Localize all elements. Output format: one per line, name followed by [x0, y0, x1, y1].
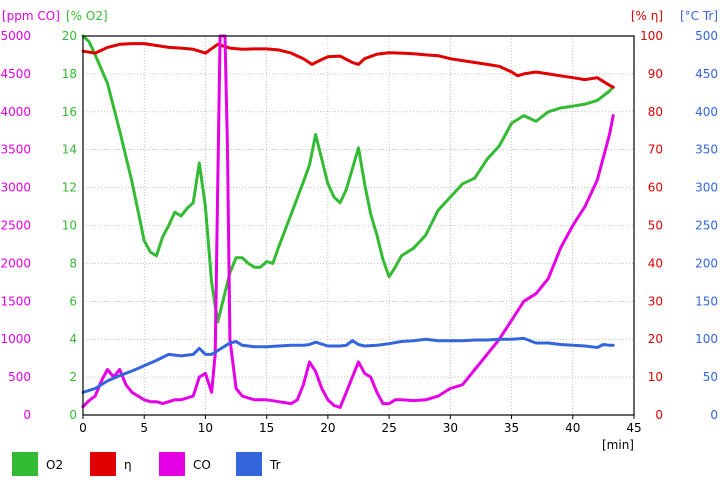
legend-swatch-tr — [236, 452, 262, 476]
y-tick-label-co: 3500 — [0, 143, 31, 157]
series-line-tr — [81, 336, 615, 394]
y-tick-label-co: 4000 — [0, 105, 31, 119]
legend-swatch-co — [159, 452, 185, 476]
y-tick-label-eta: 100 — [640, 29, 663, 43]
y-tick-label-o2: 12 — [62, 181, 77, 195]
grid-lines — [82, 35, 635, 416]
y-tick-label-eta: 10 — [648, 370, 663, 384]
legend-label-o2: O2 — [46, 458, 63, 472]
x-tick-label: 0 — [79, 421, 87, 435]
y-tick-label-co: 3000 — [0, 181, 31, 195]
y-tick-label-o2: 8 — [69, 256, 77, 270]
y-tick-label-co: 1500 — [0, 294, 31, 308]
y-tick-label-co: 4500 — [0, 67, 31, 81]
x-axis-label: [min] — [602, 438, 634, 452]
x-tick-label: 45 — [626, 421, 641, 435]
series-line-o2 — [81, 34, 615, 324]
y-tick-label-eta: 30 — [648, 294, 663, 308]
y-tick-label-tr: 500 — [695, 29, 718, 43]
series-line-eta — [81, 42, 615, 89]
plot-border — [82, 35, 635, 416]
y-tick-label-co: 5000 — [0, 29, 31, 43]
y-axis-label-eta: [% η] — [631, 9, 663, 23]
x-tick-label: 15 — [259, 421, 274, 435]
x-tick-label: 35 — [504, 421, 519, 435]
y-tick-label-eta: 40 — [648, 256, 663, 270]
legend-label-eta: η — [124, 458, 132, 472]
y-tick-label-tr: 250 — [695, 219, 718, 233]
y-tick-label-o2: 2 — [69, 370, 77, 384]
y-tick-label-co: 500 — [8, 370, 31, 384]
y-tick-label-tr: 450 — [695, 67, 718, 81]
y-tick-label-tr: 400 — [695, 105, 718, 119]
y-tick-label-eta: 60 — [648, 181, 663, 195]
y-tick-label-o2: 4 — [69, 332, 77, 346]
y-tick-label-tr: 100 — [695, 332, 718, 346]
y-tick-label-co: 1000 — [0, 332, 31, 346]
y-tick-label-co: 0 — [23, 408, 31, 422]
y-tick-label-tr: 0 — [710, 408, 718, 422]
y-tick-label-o2: 14 — [62, 143, 77, 157]
x-tick-label: 40 — [565, 421, 580, 435]
plot-frame — [82, 35, 635, 416]
x-tick-label: 30 — [443, 421, 458, 435]
y-tick-label-tr: 200 — [695, 256, 718, 270]
legend-label-tr: Tr — [269, 458, 281, 472]
y-tick-label-tr: 350 — [695, 143, 718, 157]
y-tick-label-o2: 10 — [62, 219, 77, 233]
x-tick-label: 25 — [381, 421, 396, 435]
y-tick-label-o2: 6 — [69, 294, 77, 308]
y-tick-label-tr: 300 — [695, 181, 718, 195]
y-axis-label-tr: [°C Tr] — [680, 9, 718, 23]
y-axis-label-co: [ppm CO] — [2, 9, 60, 23]
y-tick-label-co: 2000 — [0, 256, 31, 270]
legend-swatch-eta — [90, 452, 116, 476]
y-tick-label-tr: 150 — [695, 294, 718, 308]
x-tick-label: 20 — [320, 421, 335, 435]
y-tick-label-tr: 50 — [703, 370, 718, 384]
y-tick-label-eta: 70 — [648, 143, 663, 157]
series-lines — [81, 34, 615, 409]
y-tick-label-co: 2500 — [0, 219, 31, 233]
y-tick-label-eta: 80 — [648, 105, 663, 119]
y-tick-label-eta: 90 — [648, 67, 663, 81]
legend-label-co: CO — [193, 458, 211, 472]
y-tick-label-eta: 0 — [655, 408, 663, 422]
y-tick-label-o2: 18 — [62, 67, 77, 81]
x-tick-label: 10 — [198, 421, 213, 435]
legend: O2 η CO Tr — [12, 452, 281, 476]
y-tick-label-o2: 20 — [62, 29, 77, 43]
axes: 0 5 10 15 20 25 30 35 40 45[min]05001000150020002… — [0, 9, 718, 452]
y-tick-label-o2: 16 — [62, 105, 77, 119]
y-tick-label-o2: 0 — [69, 408, 77, 422]
series-line-co — [81, 34, 615, 409]
y-axis-label-o2: [% O2] — [66, 9, 108, 23]
legend-swatch-o2 — [12, 452, 38, 476]
y-tick-label-eta: 50 — [648, 219, 663, 233]
y-tick-label-eta: 20 — [648, 332, 663, 346]
x-tick-label: 5 — [140, 421, 148, 435]
